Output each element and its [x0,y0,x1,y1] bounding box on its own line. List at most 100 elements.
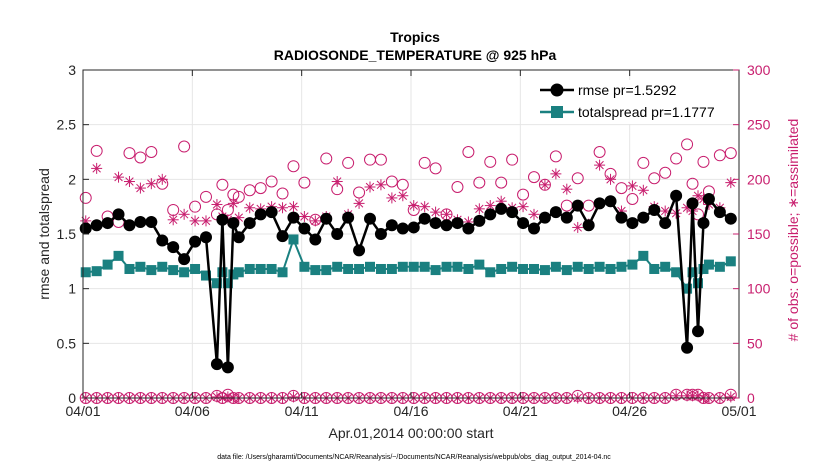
rmse-point [440,219,453,232]
totalspread-point [725,256,736,267]
totalspread-point [91,266,102,277]
rmse-point [451,217,464,230]
obs_possible-point [484,155,497,168]
obs_assimilated_low-point [287,391,299,403]
rmse-point [604,195,617,208]
rmse-point [495,202,508,215]
obs_possible-point [276,187,289,200]
rmse-point [167,241,180,254]
y2-tick-label: 0 [747,390,755,406]
y-tick-label: 1.5 [57,226,77,242]
obs_assimilated-point [134,182,146,194]
x-tick-label: 05/01 [721,403,756,419]
rmse-point [90,219,103,232]
totalspread-point [529,263,539,274]
obs_possible-point [451,180,464,193]
obs_assimilated_low-point [211,391,223,403]
rmse-point [353,244,366,257]
totalspread-point [397,261,408,272]
obs_assimilated-point [386,192,398,204]
totalspread-point [146,265,157,276]
rmse-point [484,208,497,221]
totalspread-point [561,265,572,276]
rmse-point [659,217,672,230]
obs_possible-point [686,177,699,190]
rmse-point [538,211,551,224]
totalspread-point [222,278,233,289]
obs_assimilated_low-point [725,391,737,403]
totalspread-point [550,261,561,272]
totalspread-point [113,250,124,261]
y-tick-label: 3 [68,62,76,78]
obs_possible-point [517,188,530,201]
rmse-point [320,212,333,225]
obs_possible-point [615,182,628,195]
totalspread-point [80,267,91,278]
x-tick-label: 04/06 [175,403,210,419]
x-tick-label: 04/11 [285,403,319,419]
obs_assimilated-point [430,206,442,218]
obs_assimilated-point [550,168,562,180]
totalspread-point [255,263,266,274]
obs_possible-point [298,176,311,189]
y-tick-label: 2 [68,171,76,187]
totalspread-point [365,261,375,272]
rmse-point [560,211,573,224]
obs_assimilated-point [473,203,485,215]
rmse-point [648,203,661,216]
rmse-point [145,215,158,228]
rmse-point [697,217,710,230]
y-tick-label: 0 [68,390,76,406]
y2-tick-label: 300 [747,62,771,78]
obs_possible-point [79,191,92,204]
obs_possible-point [287,160,300,173]
obs_assimilated-point [725,177,737,189]
obs_possible-point [342,156,355,169]
totalspread-point [649,263,660,274]
totalspread-point [217,267,228,278]
obs_possible-point [418,156,431,169]
obs_assimilated-point [309,215,321,227]
rmse-point [216,213,229,226]
totalspread-point [266,263,277,274]
totalspread-point [594,261,605,272]
obs_assimilated-point [156,173,168,185]
totalspread-point [179,267,190,278]
rmse-point [702,193,715,206]
rmse-point [713,206,726,219]
totalspread-point [572,261,583,272]
y2-tick-label: 150 [747,226,771,242]
y-tick-label: 0.5 [57,335,77,351]
rmse-point [374,228,387,240]
totalspread-point [408,261,419,272]
x-tick-label: 04/21 [503,403,538,419]
totalspread-point [714,261,725,272]
rmse-point [287,211,300,224]
totalspread-point [244,263,255,274]
obs_possible-point [648,172,661,185]
rmse-point [156,234,169,247]
rmse-point [506,206,519,219]
obs_assimilated-point [364,181,376,193]
obs_possible-point [90,144,103,157]
rmse-point [517,217,530,230]
rmse-point [593,197,606,210]
rmse-point [473,214,486,227]
y2-axis-label: # of obs: o=possible; ∗=assimilated [785,119,801,342]
totalspread-point [660,261,671,272]
obs_assimilated-point [277,202,289,214]
totalspread-point [474,259,485,270]
obs_possible-point [473,176,486,189]
totalspread-point [671,267,682,278]
rmse-point [681,341,694,354]
obs_assimilated-point [539,179,551,191]
rmse-point [462,222,475,235]
obs_possible-point [254,182,267,195]
rmse-point [626,217,639,230]
totalspread-point [496,263,507,274]
rmse-point [265,206,278,219]
legend: rmse pr=1.5292 totalspread pr=1.1777 [535,80,735,124]
legend-box [535,80,735,124]
totalspread-point [507,261,518,272]
rmse-point [123,219,136,232]
